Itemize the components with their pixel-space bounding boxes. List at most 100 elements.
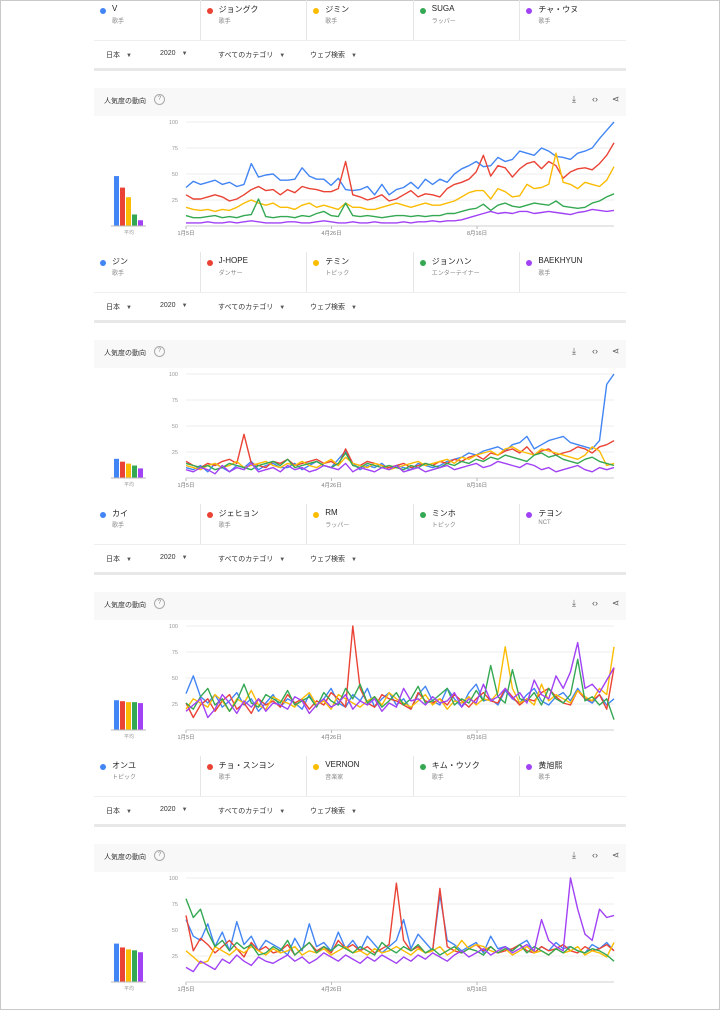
year-filter[interactable]: 2020 ▼ (160, 554, 188, 561)
search-term-card[interactable]: ジミン 歌手 (307, 0, 414, 40)
search-type-filter-label: ウェブ検索 (310, 556, 345, 563)
x-tick-label: 8月16日 (467, 230, 487, 237)
trend-panel-3: カイ 歌手 ジェヒョン 歌手 RM ラッパー ミンホ トピック テヨン NCT 日本 ▼ 2020 ▼ すべ… (94, 504, 626, 756)
share-icon[interactable]: ⋖ (612, 598, 620, 608)
search-term-name: カイ (112, 509, 128, 518)
series-color-dot (419, 764, 426, 770)
average-bar (120, 461, 125, 478)
category-filter-label: すべてのカテゴリ (218, 304, 274, 311)
search-term-card[interactable]: チョ・スンヨン 歌手 (201, 756, 308, 796)
x-tick-label: 4月26日 (321, 230, 341, 237)
average-label: 平均 (124, 733, 134, 740)
search-term-name: BAEKHYUN (538, 256, 583, 265)
category-filter-label: すべてのカテゴリ (218, 52, 274, 59)
y-tick-label: 75 (172, 398, 178, 404)
search-term-card[interactable]: チャ・ウヌ 歌手 (520, 0, 626, 40)
share-icon[interactable]: ⋖ (612, 346, 620, 356)
year-filter[interactable]: 2020 ▼ (160, 302, 188, 309)
category-filter[interactable]: すべてのカテゴリ ▼ (218, 554, 285, 564)
search-term-card[interactable]: BAEKHYUN 歌手 (520, 252, 626, 292)
chart-title: 人気度の動向 (104, 98, 146, 105)
dropdown-caret-icon: ▼ (279, 53, 286, 59)
embed-icon[interactable]: ‹› (592, 94, 598, 104)
average-bar (120, 187, 125, 226)
search-term-name: テヨン (538, 509, 563, 518)
series-color-dot (419, 8, 426, 14)
region-filter-label: 日本 (106, 52, 120, 59)
help-icon[interactable]: ? (154, 598, 165, 609)
download-icon[interactable]: ⤓ (572, 850, 576, 860)
embed-icon[interactable]: ‹› (592, 346, 598, 356)
share-icon[interactable]: ⋖ (612, 94, 620, 104)
region-filter[interactable]: 日本 ▼ (106, 806, 132, 816)
search-term-category: 歌手 (218, 523, 231, 529)
chart-header-band (94, 592, 626, 620)
share-icon[interactable]: ⋖ (612, 850, 620, 860)
search-term-card[interactable]: テミン トピック (307, 252, 414, 292)
help-icon[interactable]: ? (154, 850, 165, 861)
year-filter[interactable]: 2020 ▼ (160, 50, 188, 57)
search-term-category: 歌手 (431, 775, 444, 781)
average-label: 平均 (124, 229, 134, 236)
category-filter[interactable]: すべてのカテゴリ ▼ (218, 302, 285, 312)
download-icon[interactable]: ⤓ (572, 94, 576, 104)
category-filter[interactable]: すべてのカテゴリ ▼ (218, 806, 285, 816)
search-term-card[interactable]: ジン 歌手 (94, 252, 201, 292)
search-type-filter[interactable]: ウェブ検索 ▼ (310, 806, 357, 816)
embed-icon[interactable]: ‹› (592, 598, 598, 608)
download-icon[interactable]: ⤓ (572, 598, 576, 608)
series-color-dot (526, 8, 533, 14)
average-label: 平均 (124, 985, 134, 992)
average-bar (132, 702, 137, 730)
search-term-card[interactable]: ジョンハン エンターテイナー (414, 252, 521, 292)
region-filter[interactable]: 日本 ▼ (106, 302, 132, 312)
interest-over-time-card: 人気度の動向? ⤓ ‹› ⋖ 25 50 75 100 1月5日 4月26日 8月16日 平均 (94, 332, 626, 492)
search-term-card[interactable]: 黄旭熙 歌手 (520, 756, 626, 796)
search-term-card[interactable]: V 歌手 (94, 0, 201, 40)
search-type-filter[interactable]: ウェブ検索 ▼ (310, 302, 357, 312)
series-line-5 (185, 877, 615, 973)
search-term-name: ミンホ (431, 509, 456, 518)
search-term-card[interactable]: オンユ トピック (94, 756, 201, 796)
series-line-2 (185, 433, 615, 469)
embed-icon[interactable]: ‹› (592, 850, 598, 860)
chart-title: 人気度の動向 (104, 602, 146, 609)
search-term-card[interactable]: カイ 歌手 (94, 504, 201, 544)
dropdown-caret-icon: ▼ (126, 809, 132, 815)
series-line-3 (185, 446, 615, 471)
series-color-dot (419, 260, 426, 266)
category-filter[interactable]: すべてのカテゴリ ▼ (218, 50, 285, 60)
search-term-category: トピック (325, 271, 350, 277)
search-term-card[interactable]: SUGA ラッパー (414, 0, 521, 40)
search-term-card[interactable]: ミンホ トピック (414, 504, 521, 544)
filter-bar: 日本 ▼ 2020 ▼ すべてのカテゴリ ▼ ウェブ検索 ▼ (94, 544, 626, 573)
search-term-card[interactable]: テヨン NCT (520, 504, 626, 544)
section-divider (94, 572, 626, 575)
search-term-category: トピック (112, 775, 137, 781)
section-divider (94, 824, 626, 827)
y-tick-label: 25 (172, 954, 178, 960)
series-color-dot (526, 260, 533, 266)
year-filter[interactable]: 2020 ▼ (160, 806, 188, 813)
search-term-name: 黄旭熙 (538, 761, 563, 770)
trend-panel-1: V 歌手 ジョングク 歌手 ジミン 歌手 SUGA ラッパー チャ・ウヌ 歌手 日本 ▼ 2020 ▼ すべ… (94, 0, 626, 252)
search-term-card[interactable]: J-HOPE ダンサー (201, 252, 308, 292)
region-filter[interactable]: 日本 ▼ (106, 50, 132, 60)
search-type-filter[interactable]: ウェブ検索 ▼ (310, 554, 357, 564)
search-term-card[interactable]: RM ラッパー (307, 504, 414, 544)
search-term-category: 歌手 (112, 271, 125, 277)
x-tick-label: 4月26日 (321, 734, 341, 741)
search-term-card[interactable]: VERNON 音楽家 (307, 756, 414, 796)
search-type-filter[interactable]: ウェブ検索 ▼ (310, 50, 357, 60)
help-icon[interactable]: ? (154, 94, 165, 105)
chart-header-band (94, 88, 626, 116)
search-term-card[interactable]: ジョングク 歌手 (201, 0, 308, 40)
search-term-card[interactable]: キム・ウソク 歌手 (414, 756, 521, 796)
series-color-dot (313, 260, 320, 266)
search-term-category: 音楽家 (325, 775, 344, 781)
download-icon[interactable]: ⤓ (572, 346, 576, 356)
help-icon[interactable]: ? (154, 346, 165, 357)
region-filter[interactable]: 日本 ▼ (106, 554, 132, 564)
series-line-5 (185, 460, 615, 475)
search-term-card[interactable]: ジェヒョン 歌手 (201, 504, 308, 544)
